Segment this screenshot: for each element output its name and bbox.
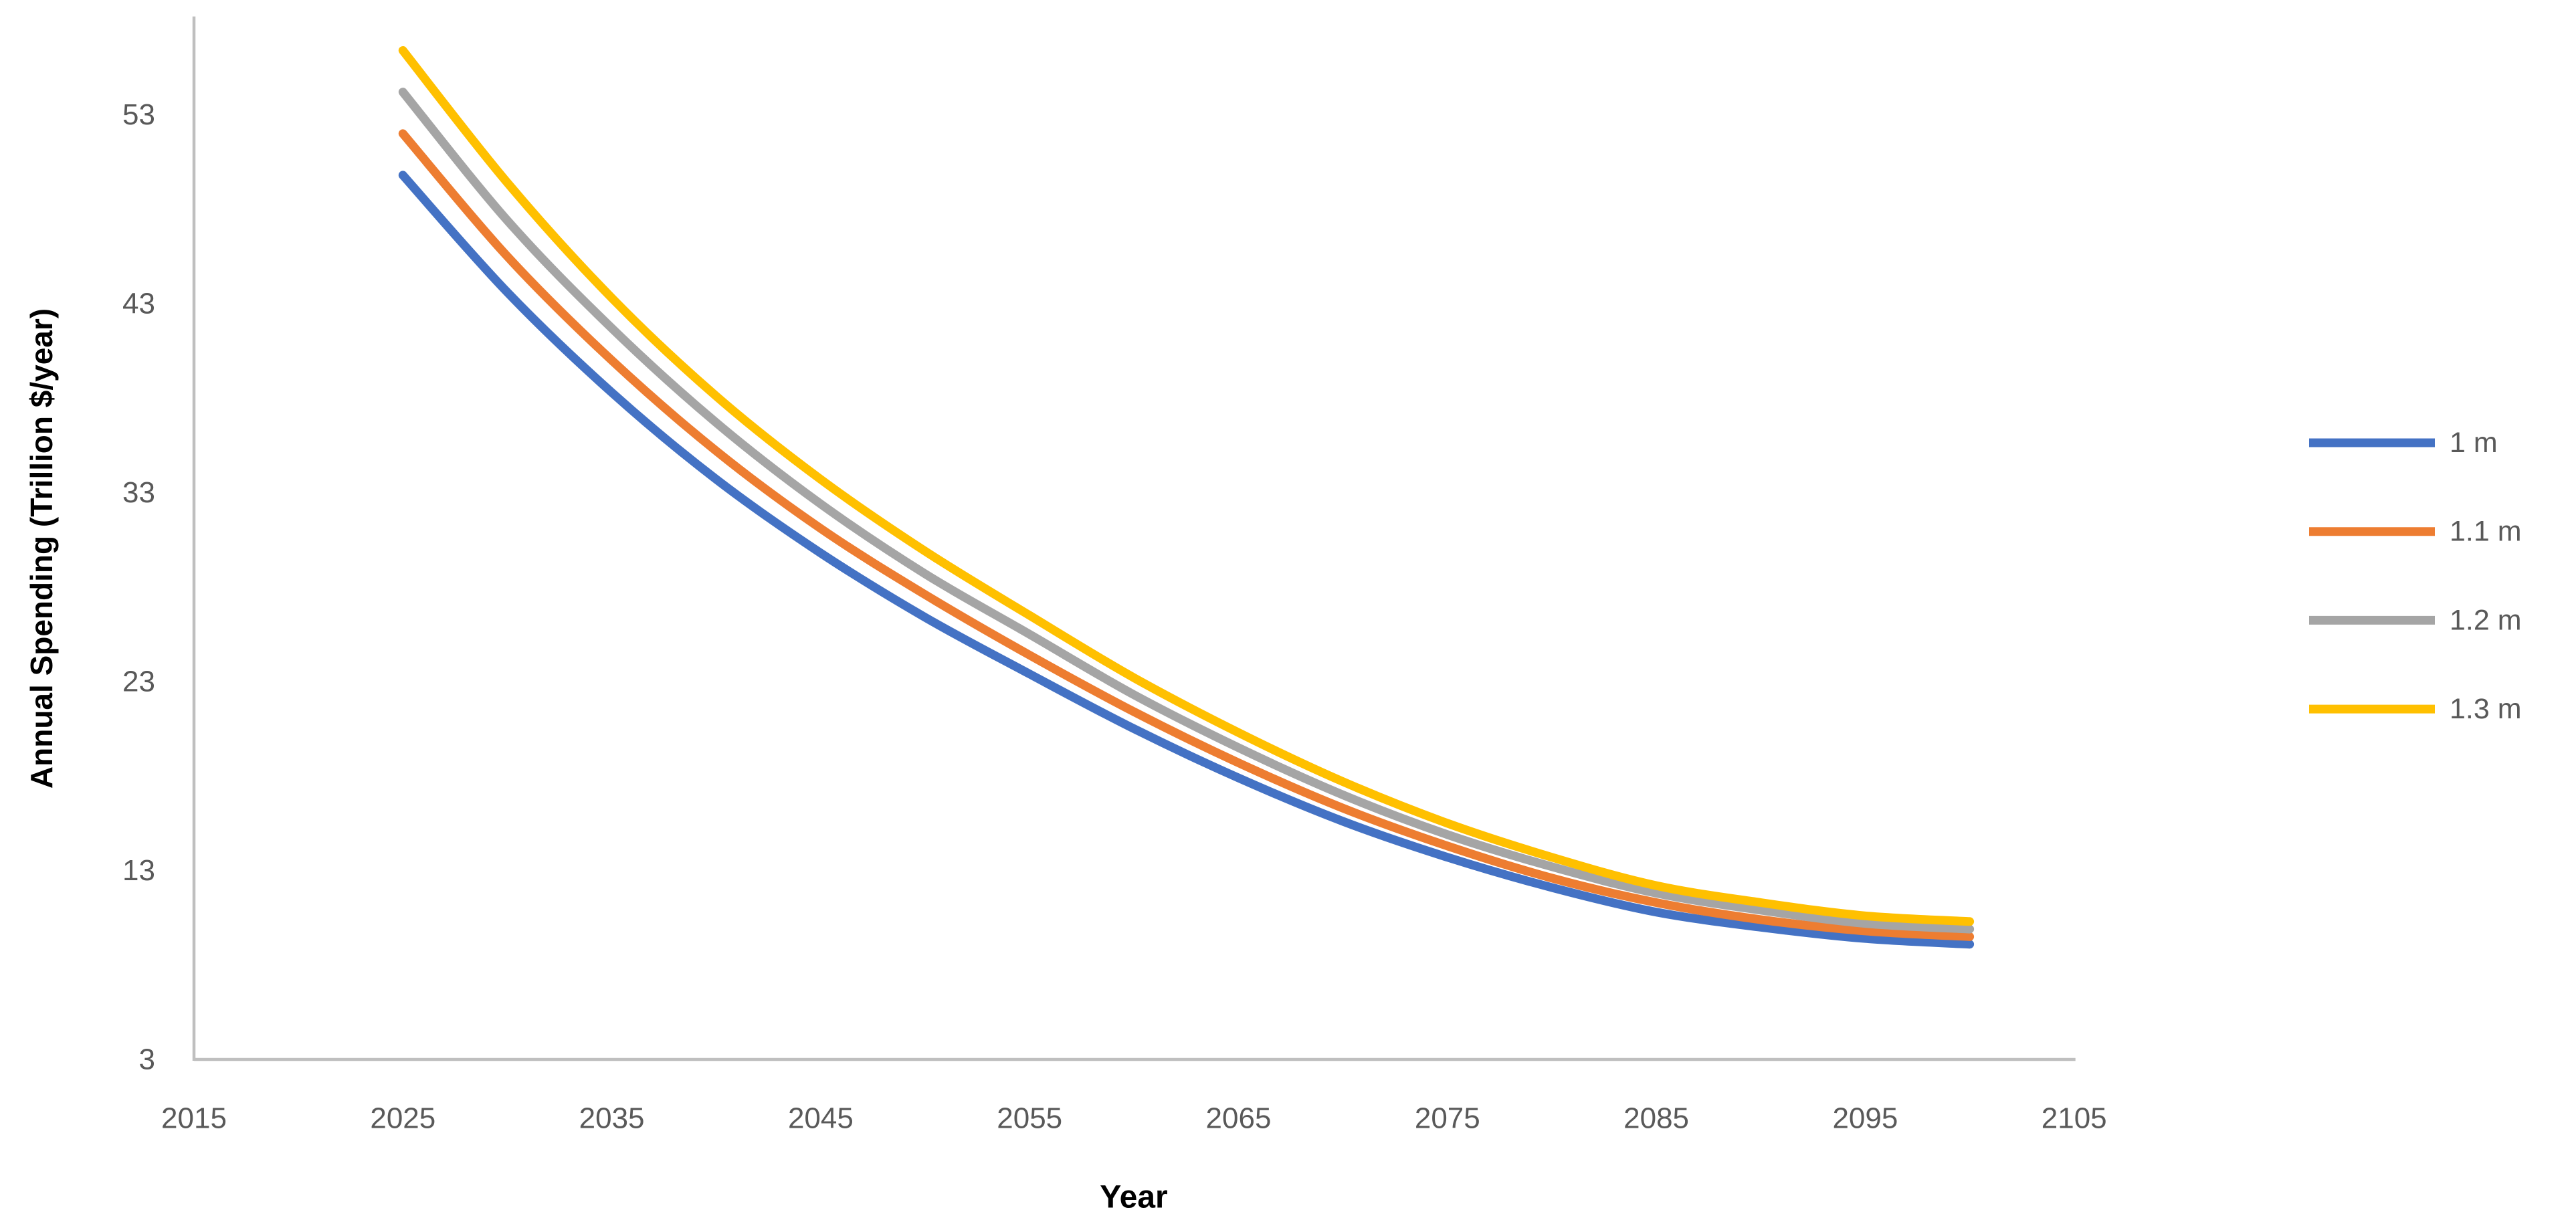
x-axis-title: Year xyxy=(1100,1180,1167,1215)
legend-item: 1.3 m xyxy=(2309,693,2522,725)
y-tick-label: 33 xyxy=(122,476,155,509)
legend-item: 1 m xyxy=(2309,427,2498,459)
series-line-1-m xyxy=(398,171,1975,949)
y-tick-label: 13 xyxy=(122,854,155,887)
x-tick-label: 2065 xyxy=(1206,1102,1272,1135)
legend: 1 m 1.1 m 1.2 m 1.3 m xyxy=(2309,427,2522,725)
legend-label: 1.1 m xyxy=(2450,516,2522,548)
y-tick-label: 53 xyxy=(122,98,155,131)
y-tick-label: 3 xyxy=(139,1043,155,1076)
x-tick-label: 2105 xyxy=(2042,1102,2107,1135)
series-line-1-3-m xyxy=(398,46,1975,926)
x-tick-label: 2045 xyxy=(788,1102,854,1135)
y-tick-label: 43 xyxy=(122,288,155,320)
legend-item: 1.2 m xyxy=(2309,604,2522,636)
x-tick-label: 2095 xyxy=(1832,1102,1898,1135)
x-tick-label: 2075 xyxy=(1415,1102,1480,1135)
series-line-1-2-m xyxy=(398,88,1975,934)
y-tick-label: 23 xyxy=(122,666,155,698)
x-tick-label: 2015 xyxy=(161,1102,227,1135)
axes: 2015 2025 2035 2045 2055 2065 2075 2085 2095 2105… xyxy=(122,16,2107,1135)
x-tick-label: 2025 xyxy=(370,1102,435,1135)
legend-item: 1.1 m xyxy=(2309,516,2522,548)
series-lines xyxy=(398,46,1975,949)
x-tick-label: 2085 xyxy=(1623,1102,1689,1135)
y-axis-title: Annual Spending (Trillion $/year) xyxy=(24,308,59,789)
legend-label: 1.2 m xyxy=(2450,604,2522,636)
legend-label: 1 m xyxy=(2450,427,2498,459)
x-tick-label: 2035 xyxy=(579,1102,645,1135)
legend-label: 1.3 m xyxy=(2450,693,2522,725)
series-line-1-1-m xyxy=(398,129,1975,941)
x-tick-label: 2055 xyxy=(997,1102,1062,1135)
